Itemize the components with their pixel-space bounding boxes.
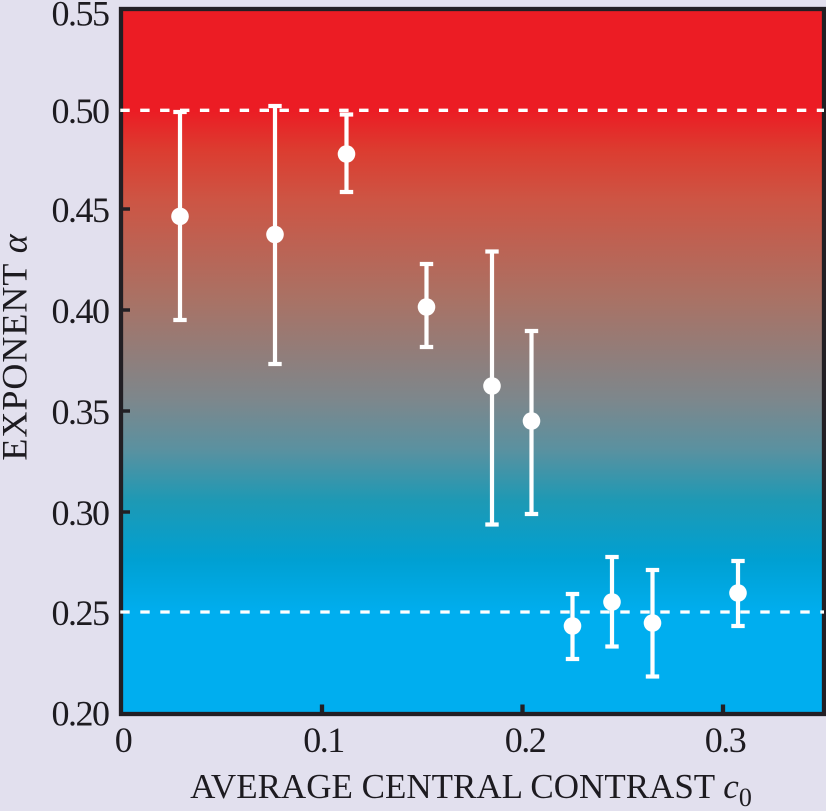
svg-text:0.1: 0.1 bbox=[303, 720, 344, 760]
svg-text:0.3: 0.3 bbox=[705, 720, 746, 760]
svg-text:0.30: 0.30 bbox=[52, 493, 110, 533]
svg-text:0.20: 0.20 bbox=[52, 693, 110, 733]
svg-text:0.50: 0.50 bbox=[52, 91, 110, 131]
svg-text:0.45: 0.45 bbox=[52, 190, 110, 230]
svg-text:AVERAGE CENTRAL CONTRAST c0: AVERAGE CENTRAL CONTRAST c0 bbox=[190, 767, 752, 811]
svg-text:0.55: 0.55 bbox=[52, 0, 110, 33]
svg-text:0.35: 0.35 bbox=[52, 392, 110, 432]
svg-text:0.25: 0.25 bbox=[52, 593, 110, 633]
svg-text:0.2: 0.2 bbox=[505, 720, 546, 760]
svg-text:0.40: 0.40 bbox=[52, 291, 110, 331]
svg-text:0: 0 bbox=[115, 720, 132, 760]
svg-text:EXPONENT α: EXPONENT α bbox=[0, 233, 35, 460]
